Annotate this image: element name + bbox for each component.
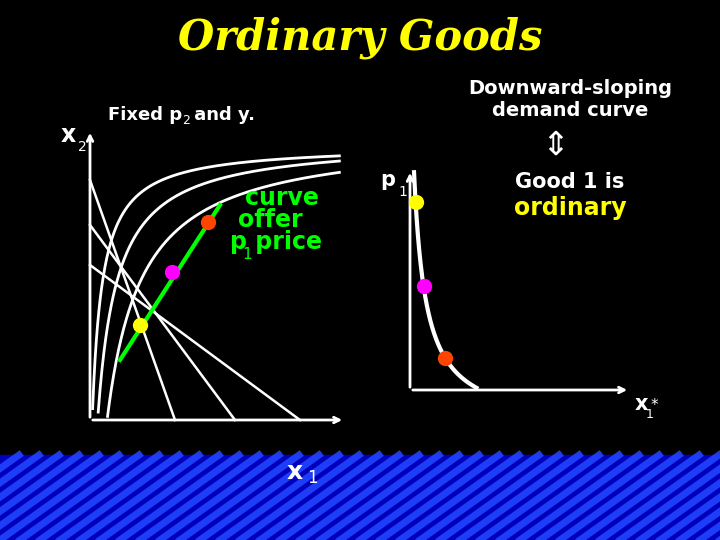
Text: curve: curve — [245, 186, 319, 210]
Text: 1: 1 — [242, 247, 251, 262]
Text: 1: 1 — [398, 185, 407, 199]
Text: *: * — [651, 398, 659, 413]
Text: 2: 2 — [78, 140, 86, 154]
Text: p: p — [230, 230, 247, 254]
Text: x: x — [287, 460, 303, 484]
Text: demand curve: demand curve — [492, 100, 648, 119]
Text: x: x — [60, 123, 76, 147]
Text: 1: 1 — [646, 408, 654, 421]
Text: 2: 2 — [182, 113, 190, 126]
Text: ordinary: ordinary — [513, 196, 626, 220]
Text: Good 1 is: Good 1 is — [516, 172, 625, 192]
Text: Downward-sloping: Downward-sloping — [468, 78, 672, 98]
Text: ⇕: ⇕ — [541, 129, 569, 161]
Bar — [0, 455, 720, 540]
Text: Ordinary Goods: Ordinary Goods — [178, 17, 542, 59]
Text: 1: 1 — [307, 469, 318, 487]
Text: Fixed p: Fixed p — [108, 106, 182, 124]
Text: offer: offer — [238, 208, 302, 232]
Text: and y.: and y. — [188, 106, 255, 124]
Text: p: p — [380, 170, 395, 190]
Text: x: x — [635, 394, 649, 414]
Text: price: price — [247, 230, 322, 254]
